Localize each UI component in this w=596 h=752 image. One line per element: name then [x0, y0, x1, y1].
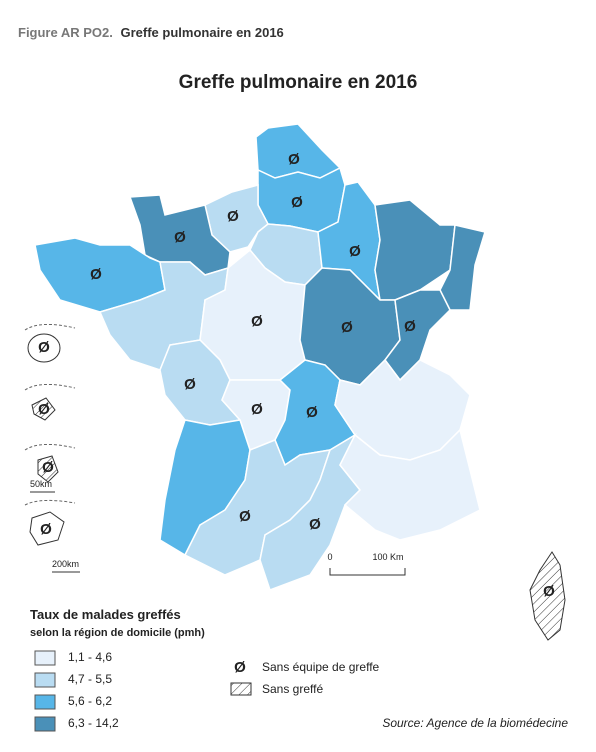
no-team-symbol: Ø — [349, 243, 361, 260]
no-team-symbols: Ø Ø Ø Ø Ø Ø Ø Ø Ø Ø Ø Ø Ø Ø Ø Ø Ø Ø Ø — [38, 151, 555, 600]
inset-border — [24, 444, 76, 451]
scale-bar — [329, 568, 406, 576]
no-team-symbol: Ø — [306, 404, 318, 421]
legend-swatch — [34, 650, 56, 666]
figure-header: Figure AR PO2. Greffe pulmonaire en 2016 — [18, 25, 284, 40]
no-team-symbol: Ø — [309, 516, 321, 533]
inset-scale-label: 200km — [52, 559, 79, 569]
inset-border — [24, 384, 76, 391]
no-team-symbol: Ø — [251, 313, 263, 330]
scale-label: 100 Km — [372, 552, 403, 562]
scales — [30, 491, 406, 576]
legend: 1,1 - 4,6 4,7 - 5,5 5,6 - 6,2 6,3 - 14,2 — [34, 650, 119, 732]
legend-swatch — [34, 694, 56, 710]
legend-label: 6,3 - 14,2 — [68, 716, 119, 730]
inset-shape — [37, 455, 59, 483]
no-team-symbol: Ø — [90, 266, 102, 283]
legend-symbol: Ø — [234, 659, 246, 676]
no-team-symbol: Ø — [42, 459, 54, 476]
no-team-symbol: Ø — [227, 208, 239, 225]
no-team-symbol: Ø — [404, 318, 416, 335]
no-team-symbol: Ø — [38, 401, 50, 418]
source: Source: Agence de la biomédecine — [382, 716, 568, 730]
legend-label: 4,7 - 5,5 — [68, 672, 112, 686]
legend-hatch — [230, 682, 252, 696]
region-corsica — [529, 551, 566, 641]
no-team-symbol: Ø — [288, 151, 300, 168]
no-team-symbol: Ø — [174, 229, 186, 246]
legend-subtitle: selon la région de domicile (pmh) — [30, 627, 205, 639]
inset-border — [24, 324, 76, 331]
inset-shape — [31, 397, 56, 421]
no-team-symbol: Ø — [239, 508, 251, 525]
legend-label: 1,1 - 4,6 — [68, 650, 112, 664]
no-team-symbol: Ø — [543, 583, 555, 600]
region — [339, 428, 481, 541]
legend-symbol-label: Sans équipe de greffe — [262, 660, 380, 674]
region — [384, 289, 451, 382]
inset-shape — [27, 333, 61, 363]
scale-label: 0 — [327, 552, 332, 562]
inset-border — [24, 499, 76, 506]
regions — [34, 123, 566, 641]
insets — [24, 324, 76, 546]
no-team-symbol: Ø — [251, 401, 263, 418]
no-team-symbol: Ø — [291, 194, 303, 211]
no-team-symbol: Ø — [40, 521, 52, 538]
legend-title: Taux de malades greffés — [30, 607, 181, 622]
figure-title: Greffe pulmonaire en 2016 — [121, 25, 284, 40]
figure-label: Figure AR PO2. — [18, 25, 113, 40]
inset-scale-label: 50km — [30, 479, 52, 489]
legend-label: 5,6 - 6,2 — [68, 694, 112, 708]
legend-swatch — [34, 716, 56, 732]
legend-swatch — [34, 672, 56, 688]
region — [439, 224, 486, 311]
no-team-symbol: Ø — [341, 319, 353, 336]
no-team-symbol: Ø — [38, 339, 50, 356]
inset-shape — [29, 511, 65, 546]
no-team-symbol: Ø — [184, 376, 196, 393]
legend-symbol-label: Sans greffé — [262, 682, 323, 696]
map-title: Greffe pulmonaire en 2016 — [179, 72, 418, 93]
